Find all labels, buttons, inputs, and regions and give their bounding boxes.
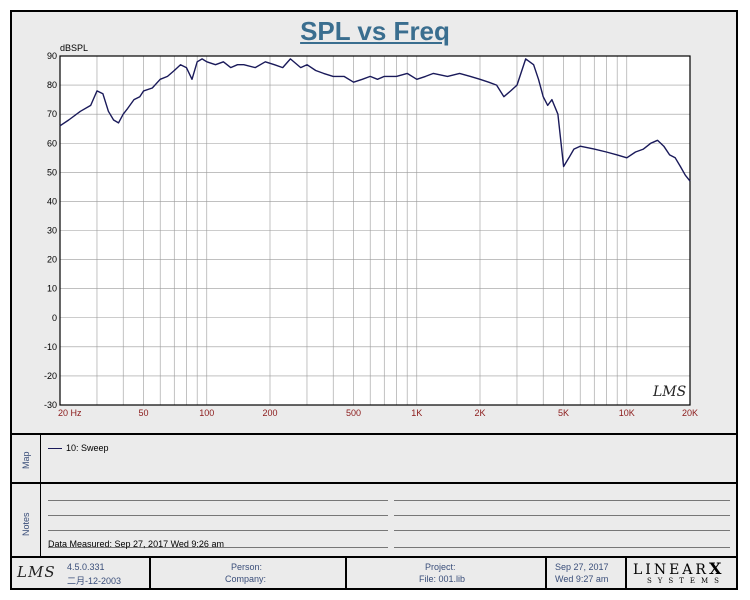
- file-label: File: 001.lib: [419, 574, 466, 584]
- x-tick-label: 1K: [411, 408, 422, 418]
- legend-line-swatch: [48, 447, 62, 449]
- chart-title: SPL vs Freq: [300, 16, 450, 46]
- company-label: Company:: [225, 574, 267, 584]
- x-tick-label: 200: [262, 408, 277, 418]
- y-tick-label: 30: [47, 226, 57, 236]
- footer-project-cell: Project: File: 001.lib: [347, 558, 547, 588]
- footer-top-rule: [11, 556, 737, 558]
- y-tick-label: 70: [47, 109, 57, 119]
- legend-entry: 10: Sweep: [48, 443, 109, 453]
- note-line: [394, 500, 730, 501]
- y-tick-label: -20: [44, 371, 57, 381]
- x-tick-label: 20 Hz: [58, 408, 82, 418]
- x-tick-label: 20K: [682, 408, 698, 418]
- brand-word: LINEAR: [633, 562, 709, 578]
- map-top-rule: [11, 433, 737, 435]
- y-tick-label: 0: [52, 313, 57, 323]
- note-line: [48, 500, 388, 501]
- footer-date: Sep 27, 2017: [555, 562, 609, 572]
- legend-entry-text: 10: Sweep: [66, 443, 109, 453]
- y-tick-label: 10: [47, 284, 57, 294]
- footer-date-cell: Sep 27, 2017 Wed 9:27 am: [547, 558, 627, 588]
- footer-brand-cell: LINEARX SYSTEMS: [627, 558, 737, 588]
- x-tick-label: 2K: [474, 408, 485, 418]
- y-tick-label: 40: [47, 196, 57, 206]
- notes-side-panel: Notes: [11, 484, 41, 556]
- notes-top-rule: [11, 482, 737, 484]
- x-tick-label: 10K: [619, 408, 635, 418]
- data-measured-text: Data Measured: Sep 27, 2017 Wed 9:26 am: [48, 539, 224, 549]
- footer-version-cell: LMS 4.5.0.331 二月-12-2003: [11, 558, 151, 588]
- footer-bar: LMS 4.5.0.331 二月-12-2003 Person: Company…: [11, 558, 737, 590]
- x-tick-label: 50: [139, 408, 149, 418]
- notes-label: Notes: [21, 512, 31, 536]
- note-line: [48, 547, 388, 548]
- y-axis-label: dBSPL: [60, 43, 89, 53]
- project-label: Project:: [425, 562, 456, 572]
- x-tick-label: 5K: [558, 408, 569, 418]
- lms-watermark: LMS: [652, 384, 686, 400]
- y-tick-label: 50: [47, 167, 57, 177]
- x-tick-label: 100: [199, 408, 214, 418]
- y-tick-label: 80: [47, 80, 57, 90]
- y-tick-label: 60: [47, 138, 57, 148]
- version-date: 二月-12-2003: [67, 576, 122, 586]
- note-line: [394, 515, 730, 516]
- brand-x: X: [708, 559, 725, 578]
- y-tick-label: -10: [44, 342, 57, 352]
- note-line: [394, 547, 730, 548]
- footer-time: Wed 9:27 am: [555, 574, 609, 584]
- x-tick-label: 500: [346, 408, 361, 418]
- plot-border: [59, 55, 691, 406]
- lms-logo: LMS: [17, 563, 56, 581]
- note-line: [48, 530, 388, 531]
- note-line: [48, 515, 388, 516]
- linearx-logo-top: LINEARX: [633, 559, 724, 578]
- footer-person-cell: Person: Company:: [151, 558, 347, 588]
- map-side-panel: Map: [11, 435, 41, 482]
- map-label: Map: [21, 451, 31, 469]
- y-tick-label: -30: [44, 400, 57, 410]
- note-line: [394, 530, 730, 531]
- version-number: 4.5.0.331: [67, 562, 105, 572]
- y-tick-label: 90: [47, 51, 57, 61]
- series-line-sweep: [59, 58, 691, 182]
- y-tick-label: 20: [47, 255, 57, 265]
- person-label: Person:: [231, 562, 263, 572]
- linearx-logo-bottom: SYSTEMS: [647, 577, 725, 585]
